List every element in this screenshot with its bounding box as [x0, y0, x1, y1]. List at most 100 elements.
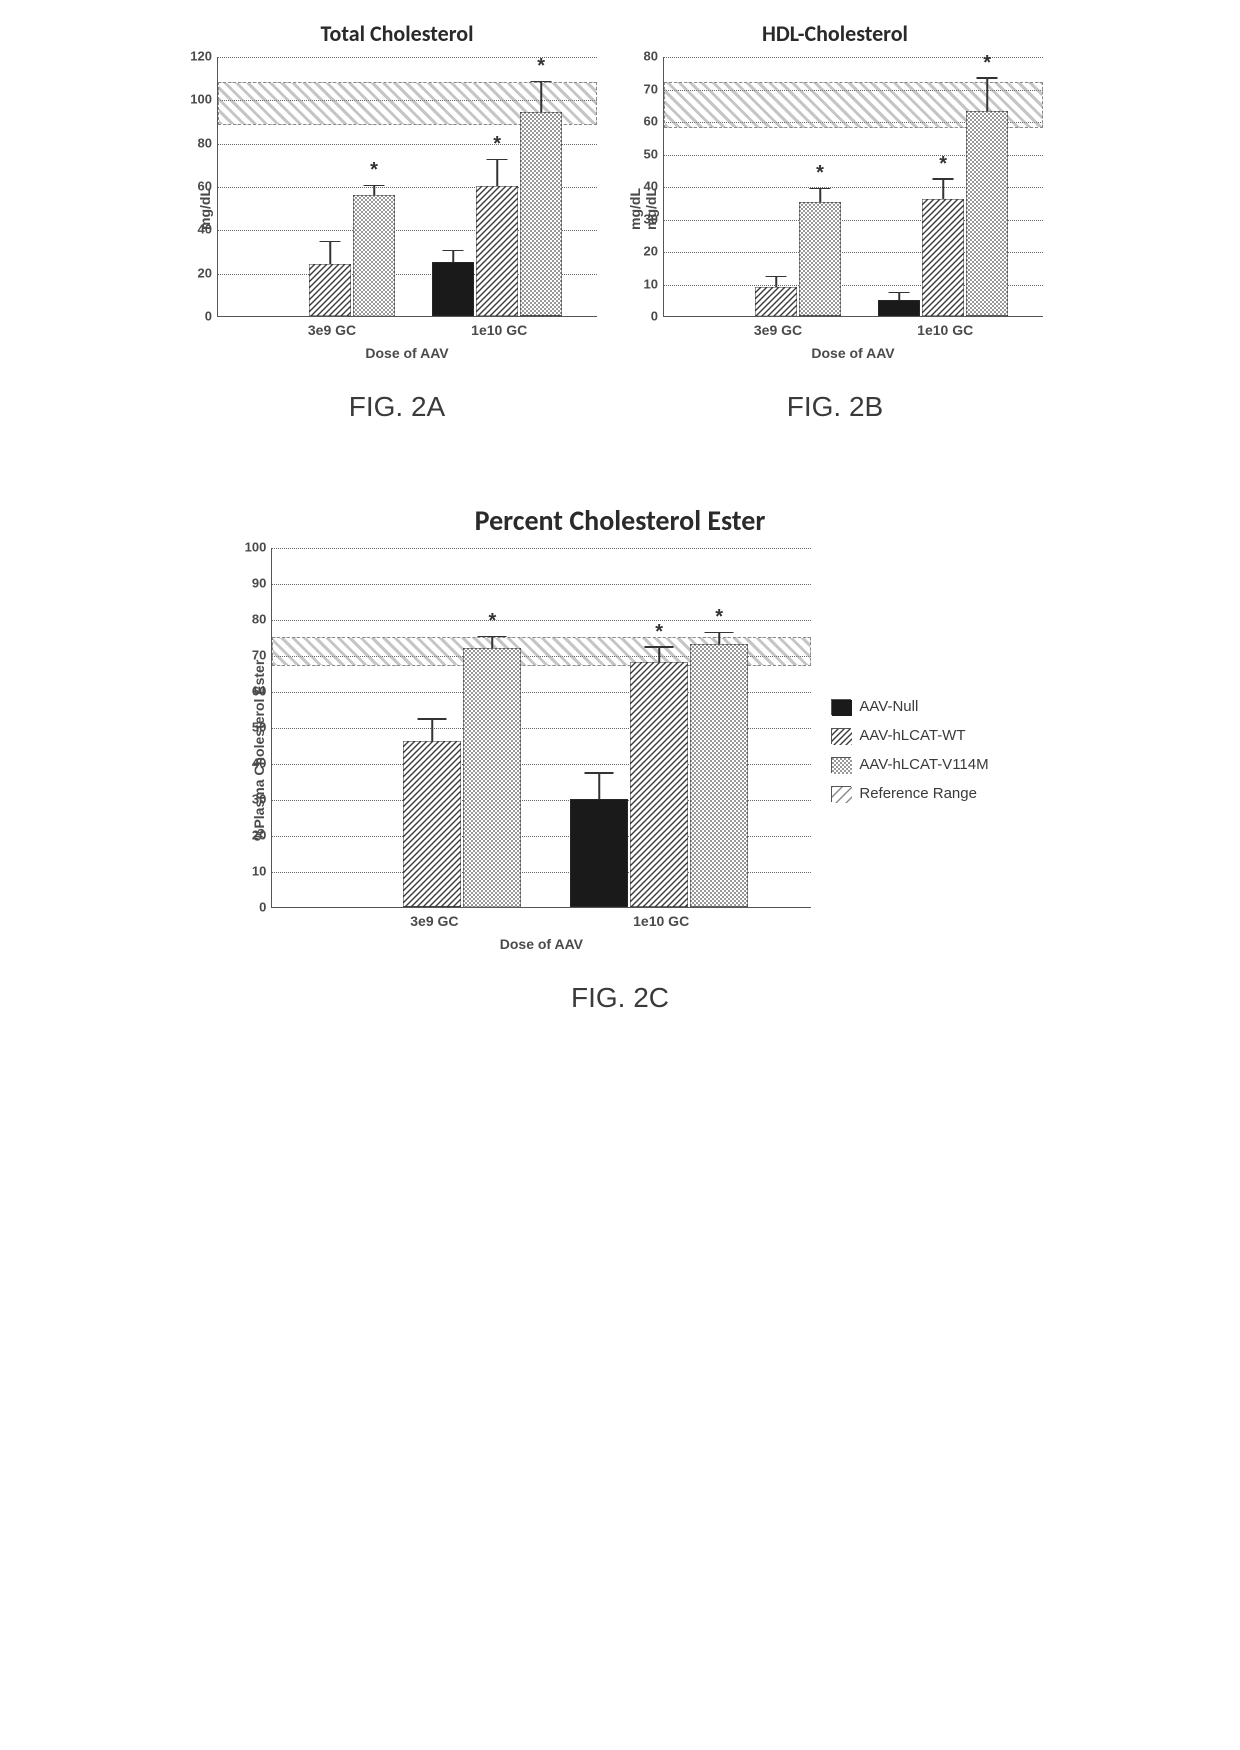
figure-2c: Percent Cholesterol Ester %Plasma Choles… [251, 503, 988, 1014]
error-bar [942, 180, 944, 200]
caption-2a: FIG. 2A [349, 391, 445, 423]
error-cap [418, 718, 447, 720]
error-bar [496, 160, 498, 186]
bar-null [878, 300, 920, 316]
ytick-label: 10 [644, 276, 664, 291]
significance-marker: * [816, 162, 824, 185]
error-bar [898, 293, 900, 300]
legend-label: AAV-hLCAT-V114M [859, 756, 988, 773]
chart-b-xlabel: Dose of AAV [811, 345, 894, 361]
legend-label: AAV-Null [859, 698, 918, 715]
chart-b-wrap: mg/dL mg/dL 01020304050607080*3e9 GC**1e… [627, 57, 1043, 361]
bar-cluster: * [343, 648, 521, 907]
bottom-row: Percent Cholesterol Ester %Plasma Choles… [20, 503, 1220, 1014]
bar-wt: * [476, 186, 518, 316]
ytick-label: 60 [198, 179, 218, 194]
xtick-label: 1e10 GC [471, 316, 527, 338]
error-cap [889, 292, 910, 294]
error-bar [492, 637, 494, 648]
bar-cluster: ** [878, 111, 1008, 316]
figure-2a: Total Cholesterol mg/dL 020406080100120*… [197, 20, 597, 423]
error-cap [585, 772, 614, 774]
legend-label: AAV-hLCAT-WT [859, 727, 965, 744]
bar-v114m: * [463, 648, 521, 907]
legend-swatch-wt [831, 728, 851, 744]
legend-item-wt: AAV-hLCAT-WT [831, 727, 988, 744]
xtick-label: 1e10 GC [917, 316, 973, 338]
ytick-label: 0 [205, 309, 218, 324]
top-row: Total Cholesterol mg/dL 020406080100120*… [20, 20, 1220, 423]
ytick-label: 70 [644, 81, 664, 96]
error-bar [598, 774, 600, 799]
significance-marker: * [715, 606, 723, 629]
chart-c-ylabel: %Plasma Cholesterol Ester [251, 548, 267, 952]
error-bar [986, 79, 988, 112]
ytick-label: 20 [252, 828, 272, 843]
ytick-label: 20 [198, 265, 218, 280]
ytick-label: 80 [252, 612, 272, 627]
xtick-label: 3e9 GC [754, 316, 802, 338]
error-cap [645, 646, 674, 648]
error-bar [775, 277, 777, 287]
ytick-label: 30 [644, 211, 664, 226]
ytick-label: 30 [252, 792, 272, 807]
ytick-label: 70 [252, 648, 272, 663]
error-bar [718, 633, 720, 644]
ytick-label: 40 [252, 756, 272, 771]
chart-c-title: Percent Cholesterol Ester [475, 503, 766, 538]
chart-c-wrap: %Plasma Cholesterol Ester 0 10 20 30 40 50 60 7… [251, 548, 988, 952]
error-cap [478, 636, 507, 638]
legend-item-ref: Reference Range [831, 785, 988, 802]
caption-2b: FIG. 2B [787, 391, 883, 423]
bar-v114m: * [520, 112, 562, 316]
error-cap [810, 188, 831, 190]
chart-b-plot: 01020304050607080*3e9 GC**1e10 GC [663, 57, 1043, 317]
significance-marker: * [983, 52, 991, 75]
chart-a-title: Total Cholesterol [321, 20, 474, 47]
legend-item-null: AAV-Null [831, 698, 988, 715]
xtick-label: 3e9 GC [410, 907, 458, 929]
bar-v114m: * [966, 111, 1008, 316]
ytick-label: 60 [644, 114, 664, 129]
chart-a-wrap: mg/dL 020406080100120*3e9 GC**1e10 GC Do… [197, 57, 597, 361]
ytick-label: 50 [644, 146, 664, 161]
chart-c-xlabel: Dose of AAV [500, 936, 583, 952]
error-cap [487, 159, 508, 161]
legend-label: Reference Range [859, 785, 977, 802]
bar-cluster: ** [432, 112, 562, 316]
legend-swatch-v114m [831, 757, 851, 773]
ytick-label: 40 [644, 179, 664, 194]
bar-cluster: ** [570, 644, 748, 907]
bar-v114m: * [690, 644, 748, 907]
significance-marker: * [655, 621, 663, 644]
significance-marker: * [370, 159, 378, 182]
error-cap [320, 241, 341, 243]
ytick-label: 90 [252, 576, 272, 591]
legend-swatch-null [831, 699, 851, 715]
error-cap [531, 81, 552, 83]
bar-wt [309, 264, 351, 316]
gridline [272, 548, 811, 549]
ytick-label: 0 [651, 309, 664, 324]
ytick-label: 60 [252, 684, 272, 699]
chart-b-title: HDL-Cholesterol [762, 20, 908, 47]
chart-a-xlabel: Dose of AAV [365, 345, 448, 361]
bar-wt [403, 741, 461, 907]
error-bar [432, 720, 434, 742]
significance-marker: * [939, 153, 947, 176]
bar-v114m: * [799, 202, 841, 316]
legend-swatch-ref [831, 786, 851, 802]
bar-null [432, 262, 474, 316]
ytick-label: 0 [259, 900, 272, 915]
figure-2b: HDL-Cholesterol mg/dL mg/dL 010203040506… [627, 20, 1043, 423]
ytick-label: 10 [252, 864, 272, 879]
xtick-label: 3e9 GC [308, 316, 356, 338]
legend: AAV-Null AAV-hLCAT-WT AAV-hLCAT-V114M Refer… [831, 698, 988, 802]
error-cap [766, 276, 787, 278]
ytick-label: 100 [190, 92, 218, 107]
significance-marker: * [488, 610, 496, 633]
ytick-label: 50 [252, 720, 272, 735]
error-cap [443, 250, 464, 252]
ytick-label: 80 [644, 49, 664, 64]
chart-c-plot: 0102030405060708090100*3e9 GC**1e10 GC [271, 548, 811, 908]
